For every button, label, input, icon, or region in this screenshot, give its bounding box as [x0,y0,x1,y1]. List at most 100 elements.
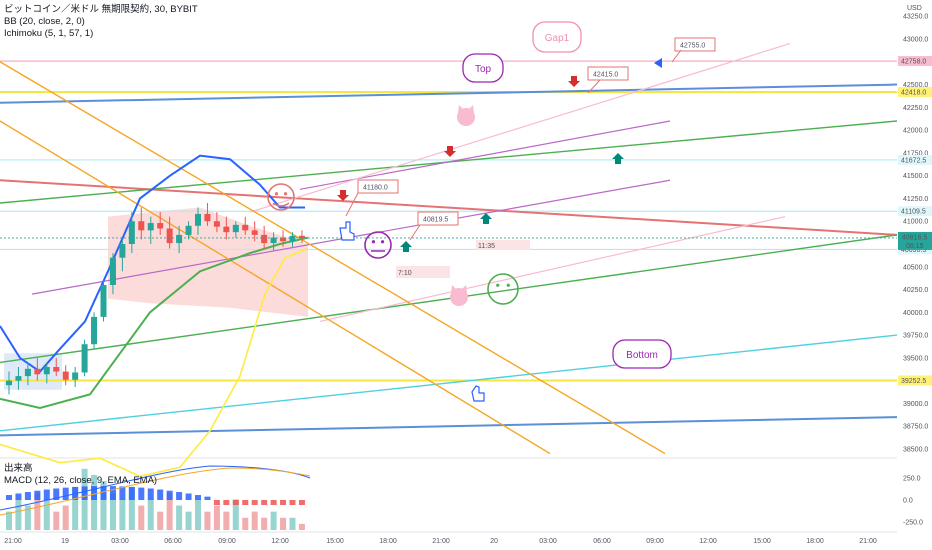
volume-bar [289,517,296,530]
volume-bar [166,493,173,530]
price-tick-label: 39500.0 [903,355,928,362]
channel-line-pink-upper [249,42,791,213]
falling-trendline-orange-1 [0,61,666,455]
macd-histogram-bar [223,500,230,505]
time-tick-label: 09:00 [646,538,664,545]
gap1-bubble [532,21,582,53]
volume-bar [72,487,79,530]
candle-body [81,344,88,373]
callout-pointer [587,79,601,94]
cat-icon [457,108,475,126]
candle-body [195,213,201,226]
candle-body [289,235,296,242]
volume-bar [100,481,107,530]
price-level-tag-label: 39252.5 [901,378,926,385]
macd-histogram-bar [280,500,287,505]
candle-body [204,213,211,222]
macd-tick-label: 250.0 [903,476,921,483]
current-price-label: 40816.5 [902,234,927,241]
price-tick-label: 41750.0 [903,150,928,157]
volume-bar [109,493,116,530]
volume-bar [298,523,305,530]
callout-pointer [671,49,682,63]
current-price-tag [898,231,932,250]
macd-histogram-bar [147,488,154,500]
candle-body [166,228,173,244]
candle-body [62,371,69,380]
left-arrow-icon [654,58,662,68]
candle-body [242,224,249,231]
candle-countdown-label: 06:15 [906,243,924,250]
price-level-tag [898,206,932,217]
neutral-face-icon-eye [371,240,376,244]
dizzy-face-icon-eye [506,283,510,287]
volume-bar [204,511,211,530]
time-tick-label: 12:00 [699,538,717,545]
volume-bar [251,511,258,530]
time-box-2-text: 7:10 [398,270,412,277]
macd-histogram-bar [195,495,201,500]
time-tick-label: 21:00 [859,538,877,545]
candle-body [270,237,277,244]
candle-body [213,221,220,227]
volume-bar [232,499,239,530]
price-level-tag [898,154,932,165]
currency-label: USD [907,5,922,12]
channel-line-pink-lower [319,216,786,323]
volume-bar [91,474,98,530]
macd-histogram-bar [261,500,268,505]
candle-body [223,226,230,233]
macd-histogram-bar [289,500,296,505]
smiley-face-icon [267,183,295,211]
volume-bar [157,511,164,530]
callout-40819-text: 40819.5 [423,217,448,224]
time-box-1-text: 11:35 [478,243,495,250]
channel-line-cyan [0,334,898,432]
macd-histogram-bar [15,493,22,500]
price-level-tag-label: 41672.5 [901,157,926,164]
callout-42415-box [587,66,629,81]
macd-histogram-bar [176,492,183,500]
callout-41180-box [357,179,399,194]
callout-42415-text: 42415.0 [593,72,618,79]
candle-body [157,223,164,229]
down-arrow-icon [444,146,456,157]
time-tick-label: 21:00 [4,538,22,545]
volume-bar [24,505,31,530]
candle-body [34,368,41,375]
macd-histogram-bar [185,493,192,500]
candle-body [261,234,268,244]
cat-icon [450,288,468,306]
candle-body [43,367,50,375]
support-trendline-lower [0,416,898,437]
macd-histogram-bar [157,489,164,500]
macd-histogram-bar [213,500,220,505]
macd-histogram-bar [232,500,239,505]
macd-tick-label: 0.0 [903,498,913,505]
candle-body [147,223,154,231]
smiley-face-icon-mouth [272,202,290,207]
price-tick-label: 41500.0 [903,173,928,180]
volume-bar [213,505,220,530]
macd-histogram-bar [298,500,305,505]
time-tick-label: 03:00 [111,538,129,545]
volume-bar [119,499,126,530]
price-level-tag-label: 42758.0 [901,59,926,66]
price-tick-label: 43250.0 [903,14,928,21]
candle-body [24,368,31,377]
candle-body [100,285,107,317]
volume-bar [53,511,60,530]
macd-histogram-bar [24,492,31,500]
price-tick-label: 40250.0 [903,287,928,294]
time-box-2 [396,266,450,278]
macd-histogram-bar [128,486,135,500]
time-tick-label: 06:00 [164,538,182,545]
volume-bar [185,511,192,530]
ichimoku-cloud-early [4,353,62,390]
price-level-tag-label: 42418.0 [901,90,926,97]
cat-icon-ears [451,285,467,293]
volume-label: 出来高 [4,463,33,474]
volume-bar [270,511,277,530]
price-level-tag-label: 40690.5 [901,247,926,254]
